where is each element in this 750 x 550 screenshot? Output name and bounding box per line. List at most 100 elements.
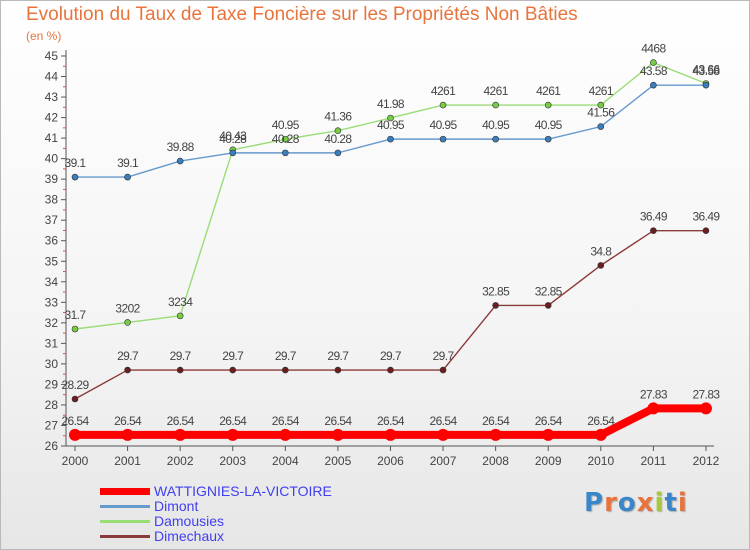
data-label: 43.58 xyxy=(692,64,720,78)
data-point xyxy=(334,149,342,157)
x-tick-label: 2005 xyxy=(325,454,352,468)
x-tick-label: 2001 xyxy=(114,454,141,468)
data-label: 26.54 xyxy=(482,414,510,428)
data-label: 29.7 xyxy=(117,349,139,363)
data-point xyxy=(489,428,502,441)
x-tick-label: 2004 xyxy=(272,454,299,468)
data-point xyxy=(597,262,605,269)
y-tick-label: 29 xyxy=(45,377,59,391)
legend-swatch xyxy=(100,505,150,508)
y-tick-label: 38 xyxy=(45,193,59,207)
data-label: 29.7 xyxy=(222,349,244,363)
data-point xyxy=(439,101,447,109)
x-tick-label: 2010 xyxy=(587,454,614,468)
data-label: 40.95 xyxy=(535,118,563,132)
data-label: 26.54 xyxy=(219,414,247,428)
data-point xyxy=(384,428,397,441)
y-tick-label: 43 xyxy=(45,90,59,104)
data-point xyxy=(492,101,499,109)
legend-swatch xyxy=(100,535,150,538)
data-point xyxy=(226,428,239,441)
data-point xyxy=(229,366,237,374)
legend-label: Dimont xyxy=(154,498,199,514)
data-point xyxy=(124,173,131,181)
data-point xyxy=(650,227,657,234)
data-label: 36.49 xyxy=(692,210,720,224)
data-label: 29.7 xyxy=(433,349,455,363)
data-point xyxy=(544,302,552,309)
y-tick-label: 26 xyxy=(45,439,59,453)
y-tick-label: 28 xyxy=(45,398,59,412)
data-label: 3202 xyxy=(115,301,140,315)
legend-swatch xyxy=(100,520,150,523)
logo-letter: r xyxy=(604,488,618,518)
legend-swatch xyxy=(100,488,150,495)
x-tick-label: 2003 xyxy=(219,454,246,468)
data-label: 26.54 xyxy=(167,414,195,428)
data-point xyxy=(594,428,607,441)
x-tick-label: 2006 xyxy=(377,454,404,468)
proxiti-logo[interactable]: Proxiti xyxy=(584,488,688,518)
data-label: 26.54 xyxy=(324,414,352,428)
data-label: 40.28 xyxy=(324,132,352,146)
y-tick-label: 34 xyxy=(45,275,59,289)
data-label: 3234 xyxy=(168,295,193,309)
data-label: 40.95 xyxy=(272,118,300,132)
logo-letter: i xyxy=(654,488,665,518)
data-point xyxy=(544,135,552,143)
data-point xyxy=(439,366,447,374)
data-label: 43.58 xyxy=(640,64,668,78)
data-label: 40.28 xyxy=(272,132,300,146)
data-label: 27.83 xyxy=(692,387,720,401)
data-point xyxy=(647,402,660,415)
data-label: 41.98 xyxy=(377,97,405,111)
data-point xyxy=(544,101,552,109)
data-label: 4468 xyxy=(641,42,666,56)
y-tick-label: 41 xyxy=(45,131,59,145)
data-label: 4261 xyxy=(483,84,508,98)
data-label: 32.85 xyxy=(535,284,563,298)
logo-letter: x xyxy=(636,488,655,518)
data-label: 4261 xyxy=(431,84,456,98)
data-point xyxy=(597,123,605,130)
data-point xyxy=(437,428,450,441)
data-point xyxy=(492,302,499,309)
data-label: 26.54 xyxy=(535,414,563,428)
y-tick-label: 42 xyxy=(45,111,59,125)
data-label: 26.54 xyxy=(272,414,300,428)
data-label: 26.54 xyxy=(377,414,405,428)
data-label: 26.54 xyxy=(61,414,89,428)
x-tick-label: 2009 xyxy=(535,454,562,468)
logo-letter: i xyxy=(677,488,688,518)
data-label: 26.54 xyxy=(587,414,615,428)
data-point xyxy=(387,114,394,122)
data-label: 39.88 xyxy=(167,140,195,154)
data-point xyxy=(174,428,187,441)
data-point xyxy=(279,428,292,441)
data-label: 34.8 xyxy=(590,244,612,258)
data-point xyxy=(387,366,394,374)
y-tick-label: 31 xyxy=(45,336,59,350)
data-point xyxy=(492,135,499,143)
data-point xyxy=(124,319,131,326)
y-tick-label: 35 xyxy=(45,254,59,268)
y-tick-label: 39 xyxy=(45,172,59,186)
y-tick-label: 32 xyxy=(45,316,59,330)
data-point xyxy=(121,428,134,441)
data-label: 40.95 xyxy=(482,118,510,132)
y-tick-label: 36 xyxy=(45,234,59,248)
data-point xyxy=(331,428,344,441)
data-label: 29.7 xyxy=(380,349,402,363)
x-tick-label: 2012 xyxy=(693,454,720,468)
data-point xyxy=(334,127,342,135)
data-label: 31.7 xyxy=(65,308,87,322)
data-label: 29.7 xyxy=(275,349,297,363)
data-point xyxy=(124,366,131,374)
y-axis-unit: (en %) xyxy=(26,29,62,43)
data-label: 40.95 xyxy=(377,118,405,132)
data-point xyxy=(282,135,289,143)
legend-label: Damousies xyxy=(154,513,225,529)
x-tick-label: 2007 xyxy=(430,454,457,468)
data-label: 36.49 xyxy=(640,210,668,224)
